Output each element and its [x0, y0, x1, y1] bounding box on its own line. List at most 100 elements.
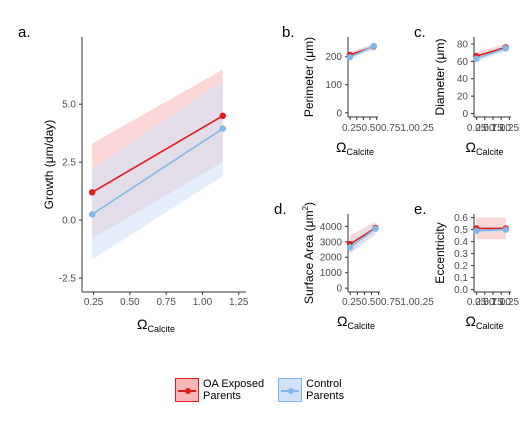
series-line	[476, 46, 506, 57]
y-tick-label: 0.0	[454, 285, 468, 296]
y-tick-label: 4000	[320, 222, 343, 233]
data-point	[473, 55, 480, 62]
x-tick-label: 0.75	[156, 297, 176, 308]
y-tick-label: 0	[462, 109, 468, 120]
panel-letter: e.	[414, 201, 427, 218]
y-tick-label: 0.3	[454, 249, 468, 260]
x-tick-label: 1.00	[193, 297, 213, 308]
legend-label-control: Control Parents	[306, 378, 345, 402]
y-axis-title-text: Diameter (μm)	[433, 39, 447, 116]
x-axis-title: ΩCalcite	[137, 316, 175, 334]
data-point	[502, 226, 509, 233]
data-point	[346, 244, 354, 251]
x-tick-label: 0.50	[475, 123, 495, 134]
legend-label-oa: OA Exposed Parents	[203, 378, 265, 402]
y-axis-title-text: Perimeter (μm)	[302, 37, 316, 117]
data-point	[372, 225, 379, 232]
data-point	[502, 45, 509, 52]
legend-dot-control	[288, 388, 295, 394]
data-point	[346, 54, 354, 61]
y-axis-title-close: )	[302, 202, 316, 206]
x-tick-label: 1.25	[500, 297, 520, 308]
y-tick-label: 0.6	[454, 213, 468, 224]
series-line	[349, 227, 376, 245]
data-point	[473, 227, 480, 234]
y-axis-title-text: Surface Area (μm	[302, 210, 316, 304]
x-tick-label: 1.00	[491, 123, 511, 134]
y-tick-label: 1000	[320, 268, 343, 279]
panel-b: b. 0 100 200 0.250.500.751.00.25 ΩCalcite Peri…	[282, 24, 434, 157]
x-tick-label: 0.75	[483, 123, 503, 134]
x-axis-title-symbol: Ω	[137, 316, 147, 332]
x-tick-label: 0.25	[84, 297, 104, 308]
x-axis-title-subscript: Calcite	[476, 321, 504, 331]
x-axis-title-symbol: Ω	[466, 139, 476, 155]
y-tick-label: 3000	[320, 237, 343, 248]
y-tick-label: 0.1	[454, 273, 468, 284]
legend-key-oa	[175, 378, 199, 402]
panel-a: a. -2.5 0.0 2.5 5.0 0.25 0.50 0.75 1.00 1.25 ΩCalc…	[18, 24, 249, 334]
x-axis-title-subscript: Calcite	[346, 147, 374, 157]
data-point	[88, 189, 96, 196]
panel-letter: b.	[282, 24, 295, 41]
x-tick-label: 0.25	[467, 297, 487, 308]
data-point	[370, 42, 377, 50]
x-axis-title: ΩCalcite	[466, 313, 504, 331]
x-axis-title-symbol: Ω	[336, 139, 346, 155]
panel-letter: c.	[414, 24, 426, 41]
y-axis-title: Surface Area (μm2)	[301, 202, 316, 304]
y-axis-title: Diameter (μm)	[433, 39, 447, 116]
y-axis-title: Perimeter (μm)	[302, 37, 316, 117]
data-point	[88, 211, 96, 218]
panel-c: c. 0 20 40 60 80 0.250.500.751.001.25 ΩCalcite D…	[414, 24, 520, 157]
y-axis-title-text: Growth (μm/day)	[42, 120, 56, 210]
x-tick-label: 0.50	[120, 297, 140, 308]
y-axis-title: Eccentricity	[433, 222, 447, 283]
y-tick-label: 0.4	[454, 237, 468, 248]
series-line	[476, 47, 507, 60]
series-line	[476, 228, 506, 232]
x-tick-label: 1.25	[500, 123, 520, 134]
x-axis-title-subscript: Calcite	[476, 147, 504, 157]
series-line	[349, 45, 375, 58]
y-tick-label: 100	[325, 80, 342, 91]
data-point	[219, 125, 226, 132]
x-tick-labels: 0.250.500.751.00.25	[342, 297, 434, 308]
panel-letter: a.	[18, 24, 31, 41]
x-axis-title-subscript: Calcite	[147, 324, 175, 334]
x-tick-label: 0.75	[483, 297, 503, 308]
y-axis-title-superscript: 2	[301, 205, 310, 210]
y-tick-label: 200	[325, 52, 342, 63]
confidence-band	[92, 81, 223, 260]
y-tick-label: 0.2	[454, 261, 468, 272]
y-tick-label: 0	[336, 284, 342, 295]
legend-key-control	[278, 378, 303, 402]
y-tick-label: 0.0	[62, 216, 76, 227]
x-axis-title: ΩCalcite	[466, 139, 504, 157]
x-axis-title-symbol: Ω	[337, 313, 347, 329]
y-tick-label: 60	[457, 57, 469, 68]
y-tick-label: 2.5	[62, 158, 76, 169]
x-axis-title: ΩCalcite	[336, 139, 374, 157]
y-tick-label: 40	[457, 74, 469, 85]
legend: OA Exposed Parents Control Parents	[175, 378, 344, 402]
y-axis-title-text: Eccentricity	[433, 222, 447, 283]
x-axis-title-subscript: Calcite	[347, 321, 375, 331]
panel-e: e. 0.00.10.20.30.40.50.6 0.250.500.751.001…	[414, 201, 520, 331]
x-tick-label: 1.00	[491, 297, 511, 308]
data-point	[219, 112, 226, 120]
y-axis-title: Growth (μm/day)	[42, 120, 56, 210]
y-tick-label: 0.5	[454, 225, 468, 236]
x-axis-title: ΩCalcite	[337, 313, 375, 331]
x-tick-labels: 0.250.500.751.00.25	[342, 123, 434, 134]
legend-item-oa: OA Exposed Parents	[175, 378, 264, 402]
y-tick-label: 80	[457, 39, 469, 50]
x-tick-label: 1.25	[229, 297, 249, 308]
series-line	[349, 228, 376, 248]
y-tick-label: 2000	[320, 253, 343, 264]
y-tick-label: 20	[457, 92, 469, 103]
legend-item-control: Control Parents	[278, 378, 344, 402]
legend-dot-oa	[185, 388, 191, 394]
x-tick-label: 0.25	[467, 123, 487, 134]
